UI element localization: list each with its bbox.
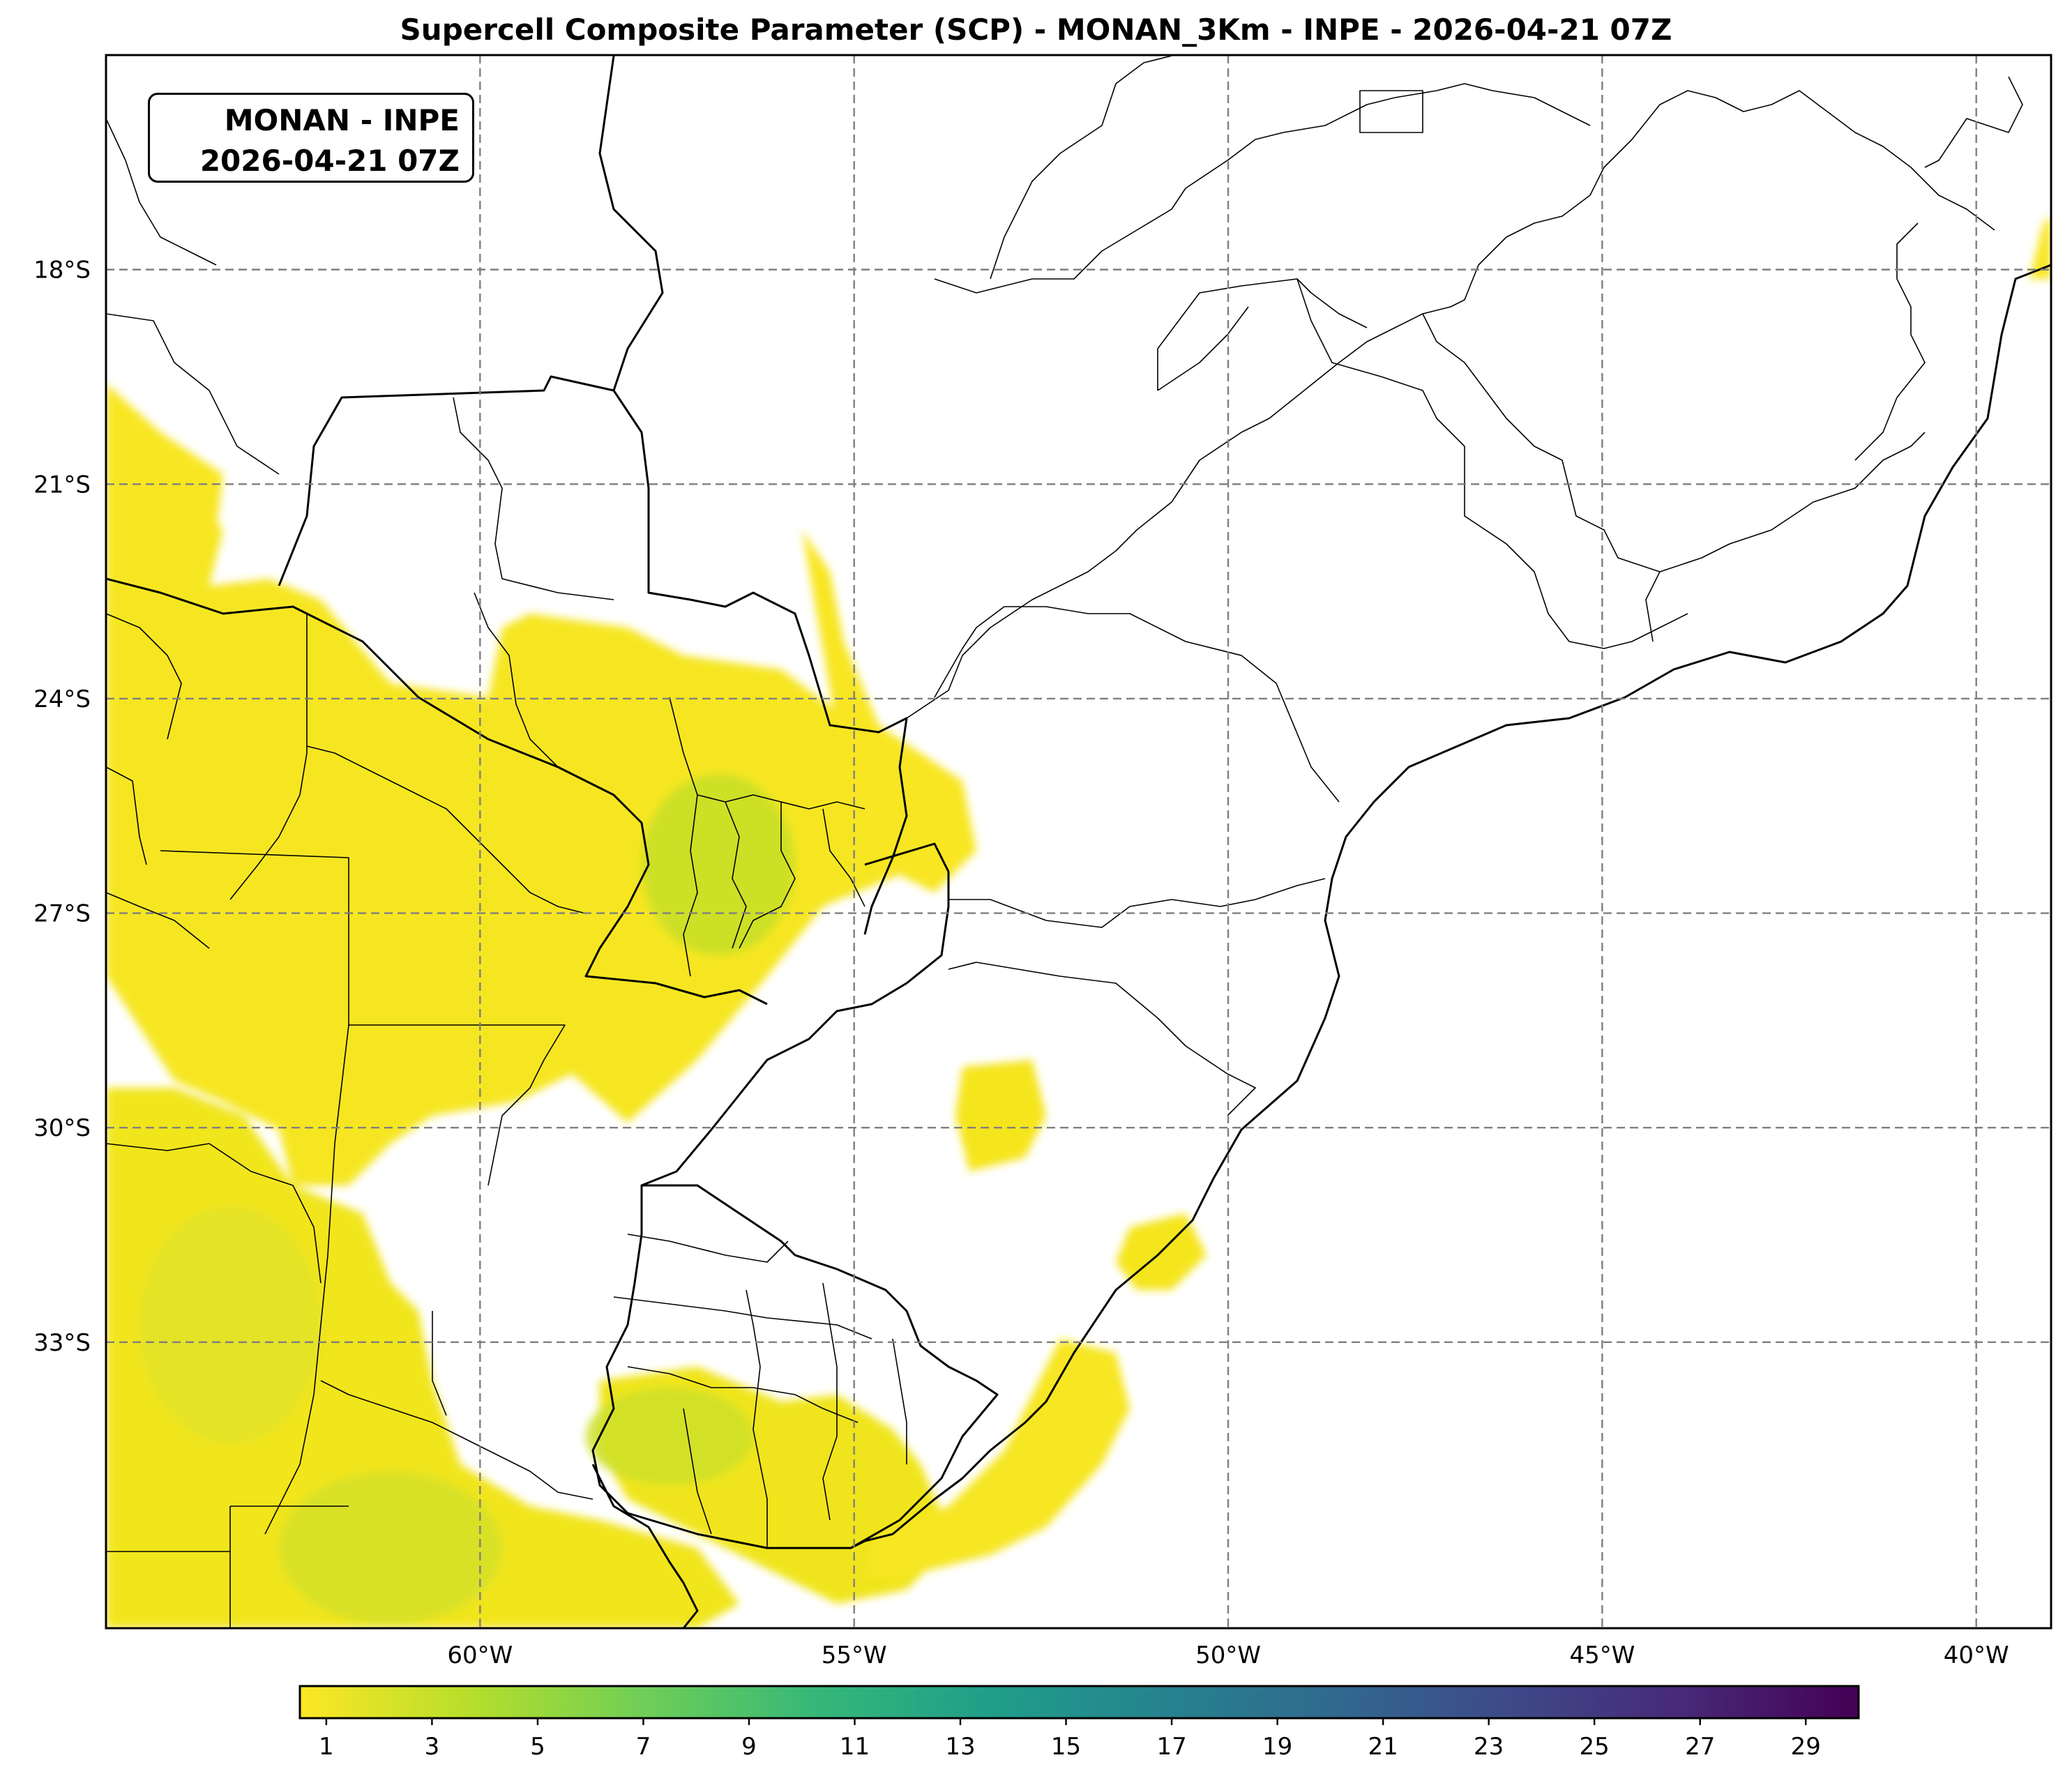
colorbar-tick-marks [325,1718,1807,1725]
atlantic-coastline [850,264,2051,1549]
colorbar-tick-label: 5 [530,1733,545,1761]
scp-core-argentina-south [279,1471,502,1625]
map-frame [105,54,2052,1630]
colorbar-tick-label: 17 [1156,1733,1186,1761]
uruguay-border [591,1184,999,1549]
colorbar-tick-label: 23 [1474,1733,1504,1761]
lat-tick-label: 30°S [33,1114,91,1142]
lon-tick-label: 55°W [822,1641,887,1669]
lat-tick-label: 18°S [33,257,91,284]
scp-region-west-chaco [106,453,907,1185]
colorbar-tick-label: 1 [319,1733,334,1761]
lon-tick-label: 45°W [1569,1641,1635,1669]
state-borders [106,55,2023,1628]
lat-tick-label: 33°S [33,1329,91,1357]
colorbar-tick-label: 21 [1368,1733,1398,1761]
argentina-brazil-border [641,842,950,1187]
colorbar-gradient [298,1685,1860,1720]
colorbar-tick-label: 11 [840,1733,870,1761]
lon-tick-label: 40°W [1944,1641,2009,1669]
colorbar-tick-label: 15 [1051,1733,1081,1761]
longitude-tick-labels: 60°W 55°W 50°W 45°W 40°W [447,1641,2009,1669]
gridlines [106,55,2051,1628]
scp-core-uruguay [586,1388,753,1485]
paraguay-argentina-border [106,577,768,1006]
boundaries [106,55,2051,1628]
scp-field [106,216,2051,1628]
paraguay-bolivia-border [278,375,614,586]
colorbar-tick-label: 25 [1580,1733,1610,1761]
scp-region-central-rs [955,1060,1046,1171]
lon-tick-label: 50°W [1195,1641,1261,1669]
colorbar-tick-label: 13 [945,1733,975,1761]
info-line-datetime: 2026-04-21 07Z [199,144,460,178]
info-line-model: MONAN - INPE [224,103,460,137]
scp-region-rio-grande-coast [865,1339,1130,1576]
colorbar-tick-labels: 1 3 5 7 9 11 13 15 17 19 21 23 25 27 29 [319,1733,1821,1761]
chart-title: Supercell Composite Parameter (SCP) - MO… [400,13,1672,47]
rio-de-la-plata [591,1464,699,1628]
scp-core-chaco [139,1206,321,1443]
lat-tick-label: 27°S [33,900,91,928]
colorbar-tick-label: 7 [636,1733,651,1761]
lat-tick-label: 24°S [33,685,91,713]
lat-tick-label: 21°S [33,471,91,499]
scp-core-misiones [642,774,795,955]
lon-tick-label: 60°W [447,1641,513,1669]
colorbar-tick-label: 29 [1791,1733,1821,1761]
scp-region-northwest-bolivia [106,384,223,579]
latitude-tick-labels: 18°S 21°S 24°S 27°S 30°S 33°S [33,257,91,1357]
scp-region-parana [802,530,976,893]
colorbar-tick-label: 9 [741,1733,757,1761]
scp-region-se-coast [2029,216,2051,279]
colorbar-tick-label: 3 [425,1733,440,1761]
brazil-paraguay-border [598,55,908,935]
colorbar-tick-label: 27 [1685,1733,1715,1761]
colorbar: 1 3 5 7 9 11 13 15 17 19 21 23 25 27 29 [298,1685,1860,1761]
colorbar-tick-label: 19 [1262,1733,1292,1761]
model-info-box: MONAN - INPE 2026-04-21 07Z [148,93,474,183]
